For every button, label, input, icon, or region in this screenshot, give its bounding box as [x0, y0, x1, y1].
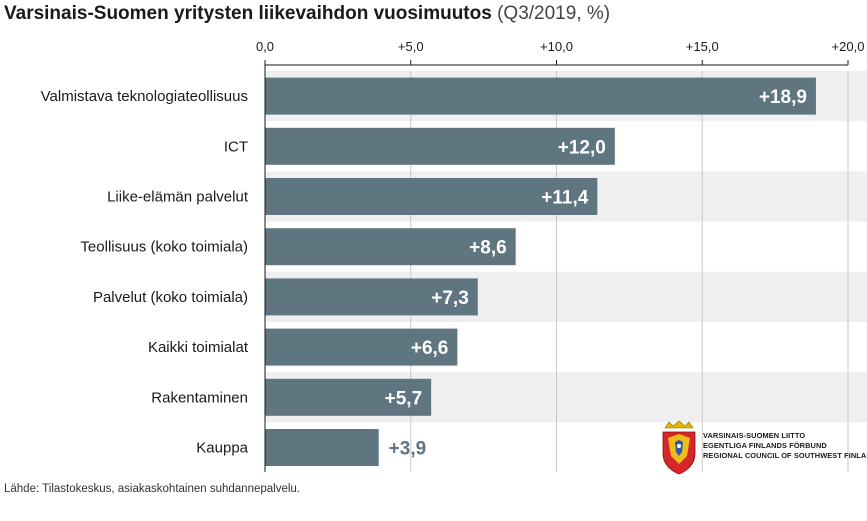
- bar: [265, 278, 478, 316]
- coat-of-arms-icon: [662, 420, 696, 475]
- x-tick-label: 0,0: [256, 39, 274, 54]
- bar: [265, 328, 458, 366]
- value-label: +6,6: [411, 338, 449, 359]
- value-label: +18,9: [759, 87, 807, 108]
- org-name-sv: EGENTLIGA FINLANDS FÖRBUND: [703, 441, 827, 450]
- source-note: Lähde: Tilastokeskus, asiakaskohtainen s…: [4, 483, 301, 495]
- chart-title: Varsinais-Suomen yritysten liikevaihdon …: [4, 3, 492, 24]
- category-label: Palvelut (koko toimiala): [93, 289, 248, 306]
- value-label: +12,0: [558, 137, 606, 158]
- chart-subtitle: (Q3/2019, %): [497, 3, 611, 24]
- bars: [265, 77, 816, 466]
- chart-title-block: Varsinais-Suomen yritysten liikevaihdon …: [4, 3, 610, 25]
- category-label: Kaikki toimialat: [148, 339, 249, 356]
- x-tick-label: +15,0: [686, 39, 719, 54]
- category-label: Teollisuus (koko toimiala): [80, 239, 248, 256]
- value-label: +7,3: [431, 288, 469, 309]
- bar: [265, 77, 816, 115]
- category-label: Rakentaminen: [151, 389, 248, 406]
- value-label: +11,4: [541, 188, 588, 209]
- organization-logo: VARSINAIS-SUOMEN LIITTO EGENTLIGA FINLAN…: [659, 420, 867, 476]
- x-tick-label: +20,0: [832, 39, 865, 54]
- category-label: Liike-elämän palvelut: [107, 189, 249, 206]
- organization-name: VARSINAIS-SUOMEN LIITTO EGENTLIGA FINLAN…: [703, 431, 867, 461]
- category-labels: Valmistava teknologiateollisuus ICT Liike-…: [41, 88, 249, 456]
- category-label: ICT: [224, 138, 248, 155]
- bar: [265, 178, 598, 215]
- value-label: +5,7: [385, 388, 423, 409]
- value-label: +8,6: [469, 238, 507, 259]
- value-labels: +18,9 +12,0 +11,4 +8,6 +7,3 +6,6 +5,7 +3,9: [385, 87, 807, 459]
- category-label: Valmistava teknologiateollisuus: [41, 88, 248, 105]
- value-label: +3,9: [389, 439, 427, 460]
- category-label: Kauppa: [196, 440, 248, 457]
- x-tick-label: +10,0: [540, 39, 573, 54]
- x-tick-label: +5,0: [398, 39, 424, 54]
- org-name-en: REGIONAL COUNCIL OF SOUTHWEST FINLAND: [703, 451, 867, 460]
- org-name-fi: VARSINAIS-SUOMEN LIITTO: [703, 431, 806, 440]
- bar: [265, 228, 516, 266]
- bar: [265, 378, 432, 416]
- x-axis: 0,0 +5,0 +10,0 +15,0 +20,0: [256, 39, 864, 472]
- bar: [265, 429, 379, 466]
- bar: [265, 127, 615, 165]
